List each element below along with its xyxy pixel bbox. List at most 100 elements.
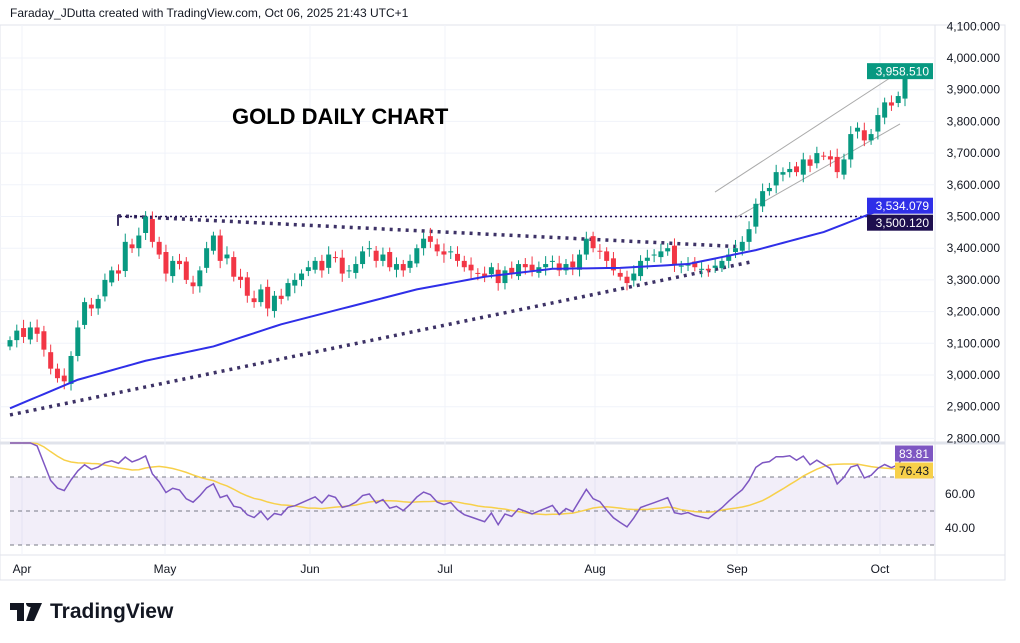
rsi-value-label: 76.43	[899, 464, 929, 478]
candle	[217, 235, 223, 261]
price-tick-label: 4,000.000	[947, 51, 1001, 65]
candle	[129, 244, 135, 249]
candle	[143, 216, 149, 233]
candle	[773, 172, 779, 186]
candle	[766, 187, 772, 192]
candle	[692, 261, 698, 268]
candle	[624, 276, 630, 284]
chart-frame	[0, 24, 1006, 581]
price-label: 3,500.120	[876, 216, 930, 230]
candle	[109, 270, 115, 283]
channel-upper-line	[714, 67, 906, 193]
price-tick-label: 3,800.000	[947, 114, 1001, 128]
candle	[787, 168, 793, 173]
candle	[427, 236, 433, 242]
candle	[27, 327, 33, 340]
candle	[61, 375, 67, 382]
candle	[671, 245, 677, 265]
candle	[719, 260, 725, 269]
candle	[651, 254, 657, 256]
price-label-badge	[867, 197, 933, 214]
rsi-value-label: 83.81	[899, 447, 929, 461]
candle	[834, 156, 840, 173]
candle	[353, 264, 359, 273]
candle	[366, 248, 372, 250]
candle	[543, 264, 549, 268]
candle	[360, 251, 366, 265]
time-tick-label: Sep	[726, 562, 748, 576]
candle	[102, 279, 108, 297]
candle	[224, 254, 230, 259]
candle	[156, 241, 162, 255]
descending-trendline	[117, 214, 746, 249]
candle	[522, 264, 528, 268]
candle	[292, 279, 298, 286]
candle	[794, 166, 800, 173]
chart-canvas[interactable]: 4,100.000 4,000.000 3,900.000 3,800.000 3,70…	[0, 0, 1020, 600]
tradingview-logo[interactable]: TradingView	[10, 600, 173, 624]
price-tick-label: 3,600.000	[947, 178, 1001, 192]
candle	[509, 267, 515, 274]
ascending-trendline	[9, 260, 751, 417]
rsi-value-badge	[895, 445, 933, 462]
time-tick-label: Jul	[437, 562, 452, 576]
candle	[326, 254, 332, 268]
candle	[814, 153, 820, 164]
candle	[332, 257, 338, 259]
price-label-badge	[867, 214, 933, 231]
tradingview-logo-icon	[10, 603, 42, 621]
candle	[868, 134, 874, 141]
candle	[488, 267, 494, 275]
candle	[658, 251, 664, 258]
candle	[644, 257, 650, 261]
candle	[373, 250, 379, 261]
price-label-badge	[867, 63, 933, 80]
candle	[177, 260, 183, 265]
candle	[434, 244, 440, 252]
candle	[617, 272, 623, 277]
candle	[210, 235, 216, 251]
candle	[475, 272, 481, 274]
candle	[563, 264, 569, 271]
candle	[800, 159, 806, 175]
candle	[68, 355, 74, 384]
candle	[48, 352, 54, 369]
candle	[183, 261, 189, 280]
candle	[861, 130, 867, 141]
candle	[197, 270, 203, 287]
candle	[163, 252, 169, 274]
candle	[75, 327, 81, 356]
candle	[705, 268, 711, 271]
candle	[610, 258, 616, 271]
candle	[380, 254, 386, 261]
candle	[807, 159, 813, 166]
candle	[400, 264, 406, 271]
candle	[855, 127, 861, 132]
candle	[258, 289, 264, 303]
candle	[14, 330, 20, 341]
candle	[556, 263, 562, 271]
price-tick-label: 3,700.000	[947, 146, 1001, 160]
candle	[888, 102, 894, 106]
price-tick-label: 3,300.000	[947, 273, 1001, 287]
candle	[516, 264, 522, 277]
candle	[841, 159, 847, 175]
candle	[393, 264, 399, 270]
candle	[238, 276, 244, 280]
candle	[665, 248, 671, 252]
candle	[421, 238, 427, 249]
candle	[54, 368, 60, 379]
candle	[41, 331, 47, 350]
candle	[570, 261, 576, 268]
candle	[34, 327, 40, 334]
time-tick-label: Apr	[13, 562, 32, 576]
candle	[638, 260, 644, 277]
candle	[21, 328, 27, 337]
candle	[407, 260, 413, 268]
price-tick-label: 2,900.000	[947, 400, 1001, 414]
price-tick-label: 3,200.000	[947, 305, 1001, 319]
rsi-tick-label: 60.00	[945, 487, 975, 501]
candle	[699, 268, 705, 270]
candle	[746, 229, 752, 242]
price-tick-label: 3,000.000	[947, 368, 1001, 382]
